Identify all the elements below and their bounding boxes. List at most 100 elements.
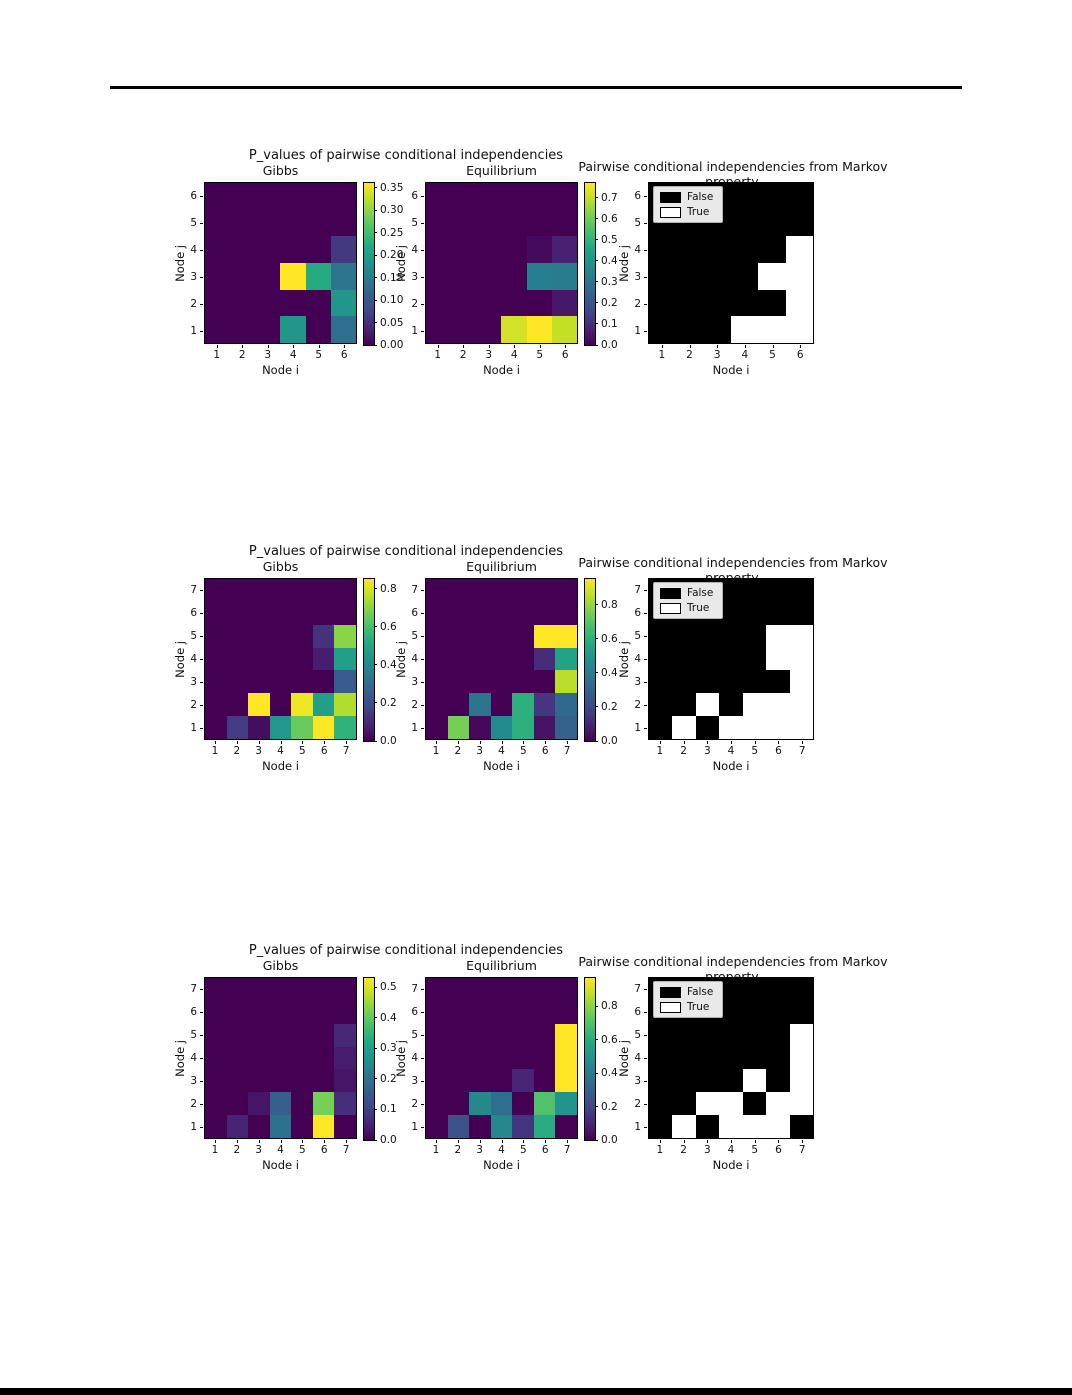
heatmap-cell [555, 1069, 577, 1093]
xtick-label: 2 [226, 741, 248, 758]
colorbar-tick: 0.20 [374, 249, 403, 261]
heatmap-cell [490, 601, 513, 625]
heatmap-cell [766, 670, 790, 694]
heatmap-cell [512, 579, 534, 602]
heatmap-cell [649, 236, 677, 263]
y-axis-label: Node j [173, 640, 187, 678]
heatmap-cell [226, 601, 249, 625]
colorbar-tick: 0.30 [374, 204, 403, 216]
heatmap-cell [512, 670, 534, 694]
heatmap-cell [205, 316, 231, 343]
heatmap-cell [447, 1115, 470, 1138]
heatmap-cell [469, 601, 491, 625]
heatmap-cell [695, 1023, 720, 1047]
heatmap-cell [695, 716, 720, 739]
heatmap-cell [426, 236, 452, 263]
ytick-label: 4 [185, 647, 203, 670]
heatmap-cell [447, 624, 470, 648]
xtick-label: 1 [648, 1140, 672, 1157]
equilibrium-panel-title: Equilibrium [466, 958, 537, 973]
heatmap-cell [334, 1092, 356, 1116]
heatmap-cell [226, 716, 249, 739]
heatmap-cell [447, 693, 470, 717]
ytick-label: 4 [629, 236, 647, 263]
equilibrium-panel-title: Equilibrium [466, 163, 537, 178]
heatmap-cell [426, 1046, 448, 1070]
heatmap-cell [205, 209, 231, 237]
heatmap-cell [476, 209, 502, 237]
heatmap-cell [269, 647, 292, 671]
ytick-label: 1 [629, 717, 647, 740]
x-axis-label: Node i [262, 759, 299, 773]
figure-suptitle: P_values of pairwise conditional indepen… [248, 544, 564, 559]
xtick-label: 5 [512, 741, 534, 758]
legend-row-false: False [660, 191, 713, 203]
heatmap-cell [447, 601, 470, 625]
heatmap-cell [555, 978, 577, 1001]
heatmap-cell [226, 624, 249, 648]
heatmap-cell [269, 579, 292, 602]
heatmap-cell [426, 579, 448, 602]
xtick-label: 5 [512, 1140, 534, 1157]
xtick-label: 2 [447, 1140, 469, 1157]
heatmap-cell [305, 183, 331, 210]
ytick-label: 3 [185, 671, 203, 694]
heatmap-cell [555, 1092, 577, 1116]
heatmap-cell [742, 647, 767, 671]
heatmap-cell [766, 579, 790, 602]
heatmap-cell [719, 978, 743, 1001]
ytick-label: 3 [629, 671, 647, 694]
heatmap-cell [526, 289, 552, 317]
heatmap-cell [426, 693, 448, 717]
heatmap-cell [742, 716, 767, 739]
heatmap-cell [248, 647, 270, 671]
xtick-label: 7 [790, 1140, 814, 1157]
colorbar-tick: 0.6 [374, 621, 397, 633]
heatmap-cell [672, 1115, 696, 1138]
heatmap-cell [469, 1023, 491, 1047]
heatmap-cell [766, 1000, 790, 1024]
ytick-label: 3 [406, 1070, 424, 1093]
colorbar-tick: 0.5 [595, 234, 618, 246]
heatmap-cell [512, 1023, 534, 1047]
colorbar-tick: 0.0 [595, 735, 618, 747]
false-swatch [660, 191, 681, 203]
heatmap-cell [451, 262, 477, 290]
heatmap-cell [719, 1000, 743, 1024]
heatmap-cell [447, 1069, 470, 1093]
heatmap-cell [330, 316, 356, 343]
heatmap-cell [226, 647, 249, 671]
xtick-label: 6 [313, 1140, 335, 1157]
y-axis-label: Node j [173, 1039, 187, 1077]
heatmap-cell [205, 1092, 227, 1116]
ytick-label: 6 [406, 182, 424, 209]
heatmap-cell [255, 316, 281, 343]
xtick-label: 4 [491, 741, 513, 758]
colorbar-tick: 0.3 [595, 276, 618, 288]
heatmap-cell [533, 693, 556, 717]
heatmap-cell [280, 236, 306, 263]
heatmap-cell [205, 262, 231, 290]
heatmap-cell [526, 262, 552, 290]
heatmap-cell [476, 236, 502, 263]
ytick-label: 3 [629, 263, 647, 290]
ytick-label: 7 [185, 578, 203, 601]
heatmap-cell [469, 624, 491, 648]
heatmap-cell [205, 1023, 227, 1047]
heatmap-cell [490, 693, 513, 717]
heatmap-cell [490, 1000, 513, 1024]
legend: False True [653, 981, 724, 1018]
xtick-label: 5 [743, 1140, 767, 1157]
ytick-label: 7 [629, 578, 647, 601]
y-axis-label-wrap: Node j [394, 578, 408, 740]
heatmap-cell [451, 209, 477, 237]
heatmap-cell [766, 978, 790, 1001]
false-swatch [660, 587, 681, 599]
xtick-label: 5 [306, 345, 332, 362]
y-axis-label-wrap: Node j [173, 977, 187, 1139]
heatmap-cell [789, 716, 813, 739]
ytick-label: 5 [406, 1023, 424, 1046]
